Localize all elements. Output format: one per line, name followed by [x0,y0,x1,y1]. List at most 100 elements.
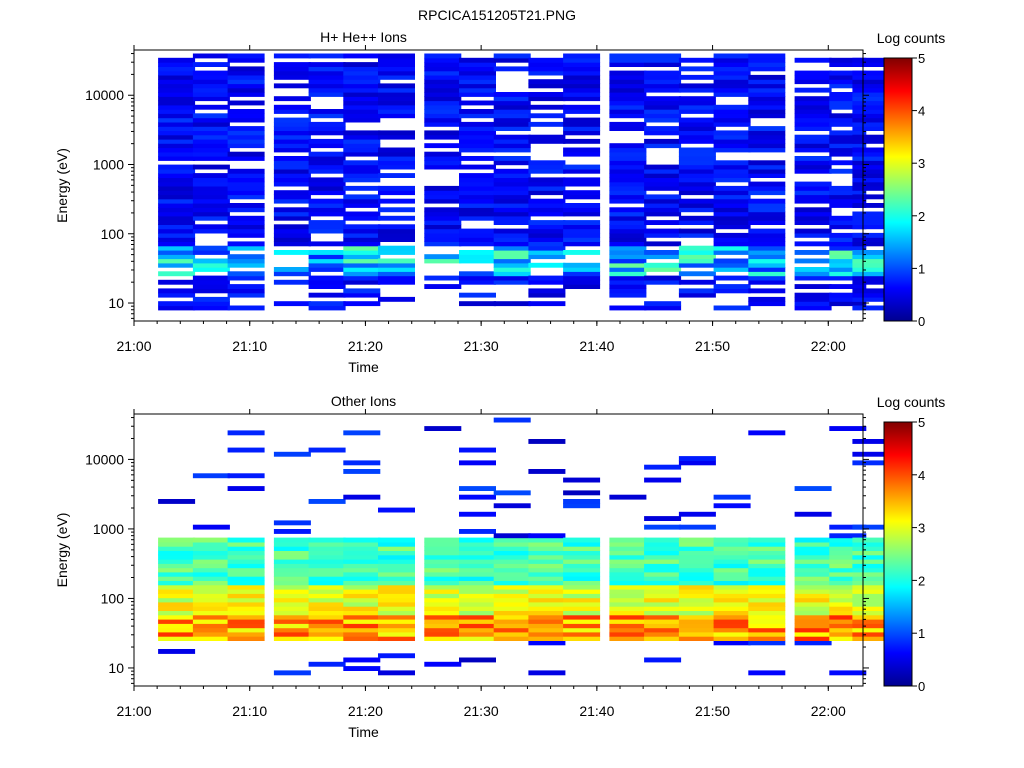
y-axis-label: Energy (eV) [54,148,70,223]
x-tick-label: 21:30 [464,338,499,354]
heatmap-cell [609,571,647,577]
heatmap-cell [158,258,196,264]
heatmap-cell [678,138,716,144]
heatmap-cell [192,190,230,196]
heatmap-cell [794,589,832,594]
heatmap-cell [273,550,311,556]
heatmap-cell [158,563,196,569]
heatmap-cell [192,305,230,311]
heatmap-cell [227,262,265,268]
heatmap-cell [528,62,566,67]
heatmap-cell [829,215,867,221]
heatmap-cell [459,627,496,633]
heatmap-cell [227,305,265,311]
heatmap-cell [794,305,832,311]
heatmap-cell [378,104,415,110]
heatmap-cell [748,215,786,221]
heatmap-cell [424,96,462,102]
heatmap-cell [852,250,890,255]
heatmap-cell [644,262,682,268]
heatmap-cell [609,589,647,594]
heatmap-cell [678,96,716,102]
heatmap-cell [308,541,346,547]
heatmap-cell [192,541,230,547]
heatmap-cell [794,541,832,547]
heatmap-cell [424,554,462,560]
heatmap-cell [609,271,647,277]
heatmap-cell [794,623,832,629]
heatmap-cell [748,245,786,251]
heatmap-cell [852,203,890,208]
x-tick-label: 21:00 [116,703,151,719]
heatmap-cell [852,254,890,260]
heatmap-cell [459,177,496,183]
heatmap-cell [273,190,311,196]
colorbar-tick-label: 3 [918,156,925,171]
heatmap-cell [308,275,346,281]
heatmap-cell [308,254,346,260]
heatmap-cell [563,66,601,72]
heatmap-cell [273,168,311,174]
heatmap-cell [644,593,682,599]
heatmap-cell [343,576,381,581]
heatmap-cell [713,593,751,599]
heatmap-cell [609,537,647,543]
heatmap-cell [829,601,867,607]
heatmap-cell [829,606,867,611]
heatmap-cell [343,164,381,170]
heatmap-cell [459,190,496,196]
heatmap-cell [829,151,867,157]
heatmap-cell [563,96,601,102]
heatmap-cell [528,563,566,569]
heatmap-cell [563,87,601,93]
heatmap-cell [424,198,462,204]
heatmap-cell [308,190,346,196]
heatmap-cell [459,576,496,581]
heatmap-cell [273,237,311,242]
heatmap-cell [493,580,531,586]
heatmap-cell [343,271,381,277]
heatmap-cell [528,571,566,577]
heatmap-cell [378,190,415,196]
heatmap-cell [459,173,496,178]
heatmap-cell [609,580,647,586]
heatmap-cell [644,203,682,208]
heatmap-cell [563,241,601,247]
heatmap-cell [748,220,786,225]
heatmap-cell [829,571,867,577]
heatmap-cell [459,447,496,453]
heatmap-cell [493,584,531,590]
heatmap-cell [378,610,415,616]
heatmap-cell [713,190,751,196]
heatmap-cell [794,96,832,102]
heatmap-cell [644,601,682,607]
heatmap-cell [748,181,786,187]
heatmap-cell [609,215,647,221]
heatmap-cell [563,168,601,174]
heatmap-cell [644,57,682,63]
heatmap-cell [308,224,346,230]
heatmap-cell [308,292,346,298]
heatmap-cell [644,636,682,641]
heatmap-cell [748,610,786,616]
heatmap-cell [563,284,601,289]
heatmap-cell [829,83,867,89]
heatmap-cell [378,109,415,114]
heatmap-cell [158,245,196,251]
heatmap-cell [794,147,832,153]
heatmap-cell [158,194,196,200]
heatmap-cell [493,503,531,509]
heatmap-cell [748,130,786,136]
heatmap-cell [794,70,832,76]
heatmap-cell [678,203,716,208]
heatmap-cell [273,109,311,114]
heatmap-cell [459,593,496,599]
heatmap-cell [273,576,311,581]
heatmap-cell [343,70,381,76]
heatmap-cell [378,100,415,106]
heatmap-cell [459,181,496,187]
heatmap-cell [678,250,716,255]
heatmap-cell [493,126,531,131]
heatmap-cell [713,104,751,110]
